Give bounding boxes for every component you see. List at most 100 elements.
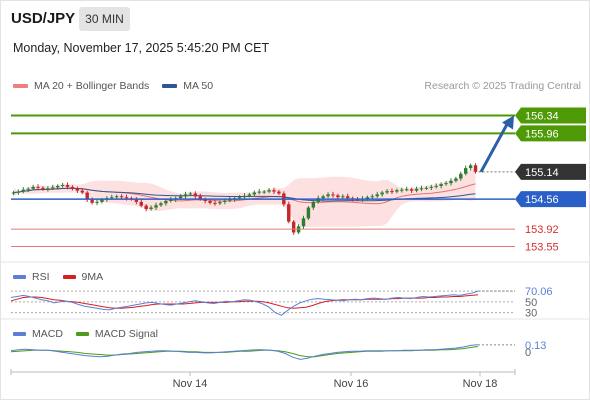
candle-body — [336, 195, 340, 198]
candle-body — [134, 199, 139, 202]
candle-body — [473, 165, 478, 172]
symbol-title: USD/JPY — [11, 10, 76, 27]
candle-body — [468, 165, 473, 169]
candle-body — [193, 193, 198, 197]
candle-body — [385, 191, 389, 193]
rsi-ma-legend-label: 9MA — [81, 271, 104, 283]
x-tick-label: Nov 16 — [334, 378, 369, 390]
macd-signal-legend-label: MACD Signal — [94, 328, 158, 340]
x-tick-label: Nov 18 — [463, 378, 498, 390]
candle-body — [277, 191, 281, 194]
ma20-legend-label: MA 20 + Bollinger Bands — [34, 80, 150, 92]
ma50-legend-label: MA 50 — [183, 80, 214, 92]
candle-body — [454, 178, 458, 181]
candle-body — [301, 218, 306, 227]
candle-body — [223, 200, 227, 202]
candle-body — [11, 192, 16, 194]
candle-body — [380, 192, 384, 195]
candle-body — [405, 189, 409, 191]
candle-body — [463, 168, 468, 174]
candle-body — [237, 197, 242, 199]
macd-line — [10, 344, 479, 360]
candle-body — [228, 199, 232, 201]
rsi-level-label: 30 — [525, 308, 537, 320]
candle-body — [390, 191, 394, 193]
candle-body — [375, 194, 379, 197]
candle-body — [365, 197, 370, 199]
candle-body — [95, 201, 99, 203]
candle-body — [311, 201, 316, 208]
candle-body — [139, 201, 143, 206]
x-tick-label: Nov 14 — [173, 378, 208, 390]
candle-body — [306, 207, 311, 219]
candle-body — [100, 199, 104, 202]
candle-body — [124, 197, 129, 199]
candle-body — [154, 205, 158, 208]
last-price-box — [515, 163, 586, 180]
candle-body — [90, 199, 94, 203]
candle-body — [75, 188, 80, 191]
resistance-2-box — [515, 125, 586, 142]
candle-body — [26, 188, 30, 190]
candle-body — [203, 199, 207, 201]
candle-body — [46, 188, 50, 190]
macd-signal-swatch — [75, 332, 89, 336]
candle-body — [414, 188, 419, 191]
candle-body — [159, 203, 163, 206]
resistance-1-box — [515, 107, 586, 124]
candle-body — [370, 196, 375, 198]
rsi-legend-label: RSI — [32, 271, 50, 283]
candle-body — [409, 189, 414, 191]
candle-body — [119, 196, 124, 198]
candle-body — [16, 191, 21, 193]
last-price-label: 155.14 — [525, 167, 559, 179]
candle-body — [51, 187, 55, 189]
candle-body — [183, 194, 188, 197]
support-2-label: 153.55 — [525, 242, 559, 254]
macd-legend: MACD MACD Signal — [13, 328, 171, 340]
rsi-level-label: 50 — [525, 297, 537, 309]
candle-body — [424, 187, 429, 189]
support-1-label: 153.92 — [525, 224, 559, 236]
candle-body — [198, 196, 202, 200]
candle-body — [252, 192, 257, 195]
candle-body — [439, 184, 443, 186]
candle-body — [85, 192, 89, 200]
candle-body — [257, 191, 261, 193]
candle-body — [444, 183, 448, 185]
candle-body — [208, 200, 212, 203]
candle-body — [149, 207, 153, 209]
timestamp: Monday, November 17, 2025 5:45:20 PM CET — [13, 41, 270, 55]
candle-body — [114, 196, 119, 198]
candle-body — [144, 205, 148, 209]
candle-body — [178, 196, 183, 199]
candle-body — [287, 204, 291, 222]
candle-body — [60, 185, 65, 187]
macd-zero-label: 0 — [525, 347, 531, 359]
candle-body — [341, 196, 345, 198]
timeframe-badge[interactable]: 30 MIN — [79, 7, 130, 31]
candle-body — [262, 191, 266, 193]
candle-body — [65, 185, 70, 187]
rsi-ma-line — [10, 294, 479, 309]
candle-body — [213, 202, 217, 204]
candle-body — [70, 186, 75, 189]
candle-body — [321, 196, 325, 199]
candle-body — [326, 194, 330, 197]
candle-body — [188, 193, 193, 195]
candle-body — [31, 186, 35, 189]
target-arrow — [479, 121, 510, 173]
candle-body — [267, 190, 271, 192]
candle-body — [247, 194, 252, 196]
candle-body — [80, 190, 84, 193]
candle-body — [331, 194, 335, 196]
ma50-swatch — [162, 84, 178, 88]
pivot-label: 154.56 — [525, 194, 559, 206]
candle-body — [459, 173, 463, 179]
candle-body — [272, 190, 276, 192]
rsi-legend: RSI 9MA — [13, 271, 116, 283]
resistance-1-label: 156.34 — [525, 111, 559, 123]
candle-body — [164, 200, 168, 204]
candle-body — [419, 188, 424, 190]
